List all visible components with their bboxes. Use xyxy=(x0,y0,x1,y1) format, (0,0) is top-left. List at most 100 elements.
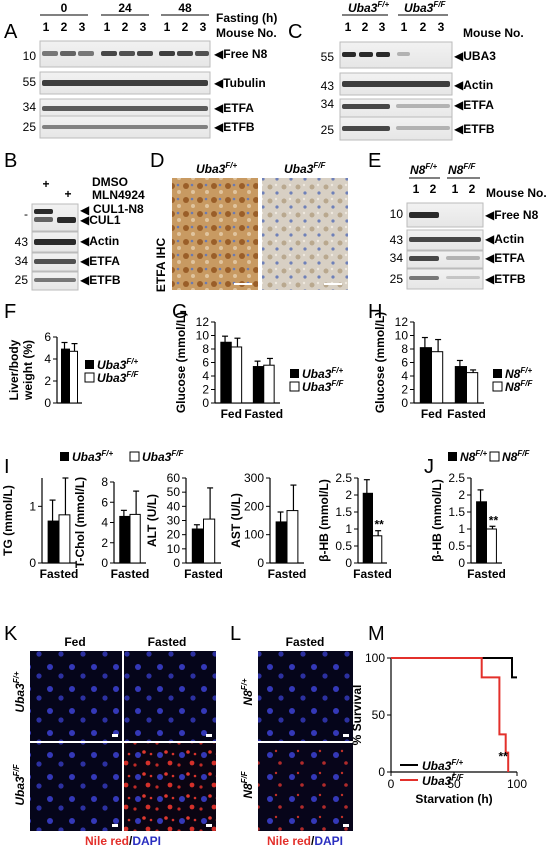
row-label: Uba3F/F xyxy=(12,763,27,805)
legend-label: Uba3F/F xyxy=(422,773,464,788)
plus-sign: + xyxy=(64,187,71,201)
x-category-label: Fasted xyxy=(447,407,486,421)
legend-swatch-open xyxy=(289,381,300,392)
chart-i1: 0 1 TG (mmol/L) Fasted xyxy=(1,477,78,581)
y-tick-label: 10 xyxy=(196,329,210,343)
mw-label: 43 xyxy=(15,235,29,249)
y-tick-label: 6 xyxy=(401,356,408,370)
legend-g: Uba3F/+ Uba3F/F xyxy=(289,366,344,394)
mw-label: 25 xyxy=(321,123,335,137)
mouse-num: 3 xyxy=(438,20,445,34)
bar xyxy=(286,510,299,564)
y-tick-label: 0 xyxy=(29,556,36,570)
ihc-genotype-label: Uba3F/+ xyxy=(196,161,237,176)
mouse-caption-a: Mouse No. xyxy=(216,26,277,40)
mw-label: 25 xyxy=(15,273,29,287)
band-label: ◀ETFB xyxy=(454,122,495,136)
chart-f: 0 2 4 6 Liver/bodyweight (%) xyxy=(7,330,82,410)
mouse-num: 3 xyxy=(79,20,86,34)
blot-etfa xyxy=(406,250,484,269)
y-tick-label: 1 xyxy=(458,522,465,536)
row-label: N8F/F xyxy=(240,770,255,798)
y-tick-label: 1.5 xyxy=(335,505,352,519)
y-tick-label: 0 xyxy=(378,765,385,779)
legend-label: N8F/F xyxy=(502,449,530,464)
significance-marker: ** xyxy=(374,518,384,532)
panel-a: A 0 24 48 Fasting (h) Mouse No. 1 2 3 1 … xyxy=(4,1,277,139)
legend-label: Uba3F/+ xyxy=(422,758,463,773)
legend-label: N8F/+ xyxy=(460,449,487,464)
mw-label: 10 xyxy=(390,207,404,221)
x-category-label: Fed xyxy=(421,407,442,421)
legend-swatch-open xyxy=(489,451,500,462)
significance-marker: ** xyxy=(489,513,499,527)
legend-j: N8F/+ N8F/F xyxy=(448,449,530,464)
legend-i: Uba3F/+ Uba3F/F xyxy=(60,449,184,464)
bar xyxy=(372,535,383,564)
col-label-fasted: Fasted xyxy=(286,635,325,649)
band-label: ◀Tubulin xyxy=(214,76,266,90)
mouse-caption-e: Mouse No. xyxy=(486,186,546,200)
y-tick-label: 100 xyxy=(244,528,264,542)
bar xyxy=(263,364,275,404)
y-axis-label: ALT (U/L) xyxy=(145,494,159,547)
y-tick-label: 300 xyxy=(244,471,264,485)
panel-label-c: C xyxy=(288,21,302,43)
bar xyxy=(362,492,374,564)
band-label: ◀Actin xyxy=(454,78,493,92)
x-tick-label: 50 xyxy=(447,777,461,791)
cul1-n8-label: CUL1-N8 xyxy=(93,202,144,216)
y-tick-label: 12 xyxy=(395,315,409,329)
y-axis-label: AST (U/L) xyxy=(229,493,243,548)
micrograph-n8-fp-fasted xyxy=(258,651,353,741)
y-tick-label: 0 xyxy=(173,556,180,570)
bar xyxy=(275,521,288,564)
blot-uba3 xyxy=(339,41,453,69)
time-0: 0 xyxy=(61,1,68,15)
micrograph-uba3-fp-fed xyxy=(30,651,122,741)
treatment-label: MLN4924 xyxy=(92,188,145,202)
y-axis-label: Glucose (mmol/L) xyxy=(373,312,387,413)
panel-k: K Fed Fasted Uba3F/+ Uba3F/F Nile red/DA… xyxy=(4,623,216,848)
mouse-num: 1 xyxy=(345,20,352,34)
bar xyxy=(252,366,265,404)
legend-swatch-open xyxy=(492,381,503,392)
y-tick-label: 10 xyxy=(395,329,409,343)
panel-label-k: K xyxy=(4,623,18,645)
band-label: ◀Actin xyxy=(485,232,524,246)
mw-label: 55 xyxy=(321,50,335,64)
panel-label-m: M xyxy=(368,623,385,645)
micrograph-uba3-ff-fed xyxy=(30,743,122,831)
survival-curve xyxy=(391,657,517,679)
legend-label: Uba3F/F xyxy=(142,449,184,464)
mw-label: 55 xyxy=(23,75,37,89)
legend-swatch-filled xyxy=(60,452,69,461)
y-tick-label: 2.5 xyxy=(448,471,465,485)
bar xyxy=(431,351,444,404)
mw-label: 43 xyxy=(321,79,335,93)
y-tick-label: 8 xyxy=(202,342,209,356)
mw-label: 34 xyxy=(15,254,29,268)
y-tick-label: 4 xyxy=(44,352,51,366)
legend-swatch-open xyxy=(84,372,95,383)
y-tick-label: 6 xyxy=(202,356,209,370)
x-category-label: Fed xyxy=(221,407,242,421)
band-label: ◀UBA3 xyxy=(454,49,496,63)
mouse-num: 2 xyxy=(122,20,129,34)
mouse-num: 1 xyxy=(104,20,111,34)
panel-label-g: G xyxy=(172,301,188,323)
bar xyxy=(47,520,60,564)
legend-label: Uba3F/F xyxy=(97,370,139,385)
survival-curve xyxy=(391,657,510,772)
y-tick-label: 2 xyxy=(401,383,408,397)
mw-label: 25 xyxy=(23,120,37,134)
y-tick-label: 1 xyxy=(345,522,352,536)
panel-label-b: B xyxy=(4,150,17,172)
panel-label-l: L xyxy=(230,623,241,645)
y-tick-label: 50 xyxy=(167,485,181,499)
blot-etfb xyxy=(406,268,484,290)
band-label: ◀ETFA xyxy=(485,251,525,265)
